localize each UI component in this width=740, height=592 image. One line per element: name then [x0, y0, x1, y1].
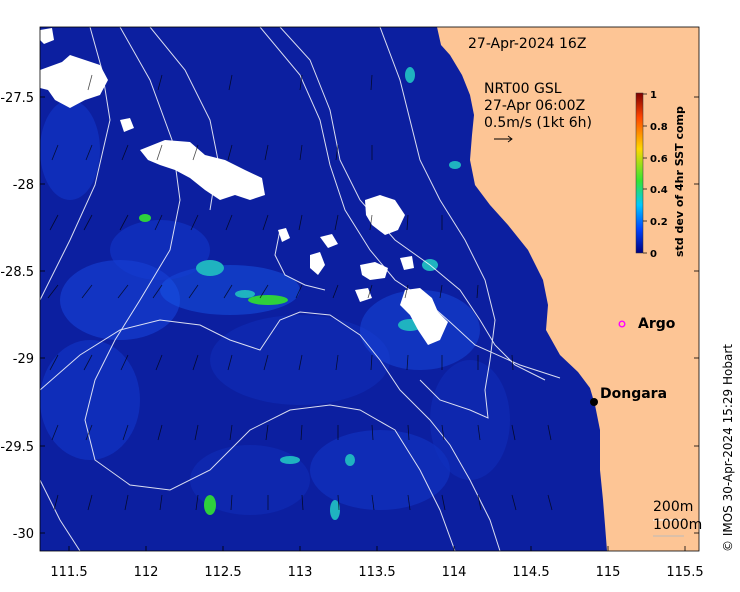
place-label-argo: Argo — [638, 316, 676, 332]
current-scale-arrow — [494, 135, 513, 143]
lat-tick-label: -30 — [13, 527, 34, 542]
isobath-contours — [40, 27, 561, 551]
lon-tick-label: 115 — [596, 565, 621, 580]
product-time-label: 27-Apr 06:00Z — [484, 98, 586, 114]
australia-landmass — [437, 27, 699, 551]
place-label-dongara: Dongara — [600, 386, 668, 402]
colorbar — [635, 92, 644, 254]
current-scale-label: 0.5m/s (1kt 6h) — [484, 115, 593, 131]
colorbar-tick-marks — [643, 93, 647, 254]
argo-marker-icon — [618, 320, 626, 328]
sst-variability-patches — [40, 67, 510, 520]
lat-tick-label: -29 — [13, 352, 34, 367]
colorbar-tick-label: 0.8 — [650, 122, 668, 133]
isobath-1000m-label: 1000m — [653, 517, 703, 533]
timestamp-label: 27-Apr-2024 16Z — [468, 36, 587, 52]
colorbar-tick-label: 0.2 — [650, 217, 668, 228]
isobath-200m-label: 200m — [653, 499, 694, 515]
lon-tick-label: 112 — [134, 565, 159, 580]
product-label: NRT00 GSL — [484, 81, 562, 97]
lon-tick-label: 112.5 — [204, 565, 241, 580]
lat-tick-label: -28.5 — [0, 265, 34, 280]
colorbar-tick-label: 0.6 — [650, 154, 668, 165]
lat-tick-label: -27.5 — [0, 91, 34, 106]
lon-tick-label: 114 — [442, 565, 467, 580]
colorbar-tick-label: 1 — [650, 90, 657, 101]
lon-tick-label: 113 — [288, 565, 313, 580]
colorbar-label: std dev of 4hr SST comp — [673, 106, 686, 257]
credit-text: © IMOS 30-Apr-2024 15:29 Hobart — [721, 344, 735, 552]
colorbar-tick-label: 0.4 — [650, 185, 668, 196]
no-data-cloud — [40, 28, 448, 345]
lat-tick-label: -29.5 — [0, 440, 34, 455]
current-vectors — [47, 74, 553, 511]
dongara-marker-icon — [590, 398, 598, 406]
axis-tick-marks — [40, 96, 699, 551]
lat-tick-label: -28 — [13, 178, 34, 193]
lon-tick-label: 113.5 — [358, 565, 395, 580]
colorbar-tick-label: 0 — [650, 249, 657, 260]
lon-tick-label: 115.5 — [666, 565, 703, 580]
plot-frame — [39, 26, 700, 552]
lon-tick-label: 114.5 — [512, 565, 549, 580]
lon-tick-label: 111.5 — [50, 565, 87, 580]
